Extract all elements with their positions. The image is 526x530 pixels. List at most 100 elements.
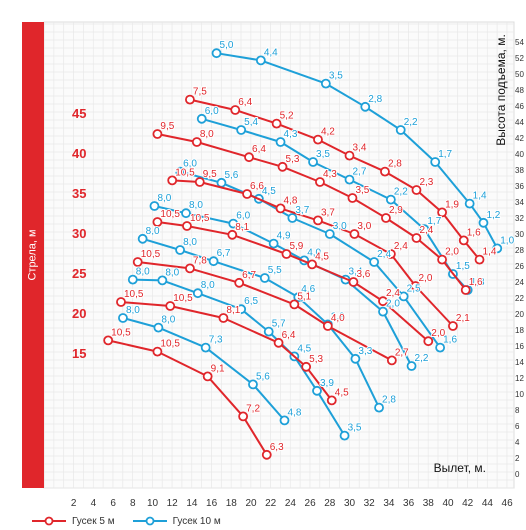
data-label: 1,7 <box>438 149 452 160</box>
data-label: 2,2 <box>415 353 429 364</box>
data-label: 10,5 <box>141 249 161 260</box>
data-label: 1,9 <box>445 199 459 210</box>
x-tick-label: 8 <box>130 498 136 509</box>
data-point <box>423 336 434 347</box>
data-point <box>185 263 195 274</box>
data-point <box>411 185 422 195</box>
data-label: 8,0 <box>157 193 171 204</box>
data-label: 6,0 <box>205 106 219 117</box>
x-tick-label: 38 <box>423 498 435 509</box>
data-point <box>460 285 471 295</box>
data-point <box>238 411 249 422</box>
data-label: 1,5 <box>456 261 470 272</box>
data-label: 3,7 <box>295 205 309 216</box>
data-label: 1,3 <box>471 277 485 288</box>
data-point <box>380 166 390 177</box>
data-point <box>307 259 317 270</box>
data-label: 9,1 <box>211 363 225 374</box>
data-point <box>271 118 282 129</box>
data-point <box>430 157 441 167</box>
boom-length-label: 15 <box>72 346 86 361</box>
series-line-boom-25 <box>142 237 380 409</box>
y-tick-label: 20 <box>515 310 524 319</box>
x-tick-label: 42 <box>462 498 474 509</box>
data-label: 3,4 <box>353 143 367 154</box>
legend-marker-jib5 <box>32 516 66 526</box>
y-tick-label: 38 <box>515 166 524 175</box>
data-point <box>326 395 337 406</box>
data-label: 1,4 <box>473 191 487 202</box>
boom-length-label: 45 <box>72 106 86 121</box>
data-label: 2,3 <box>419 177 433 188</box>
data-point <box>293 292 304 303</box>
data-point <box>227 229 238 240</box>
data-label: 7,3 <box>209 335 223 346</box>
data-label: 6,6 <box>250 181 264 192</box>
series-line-boom-20 <box>132 278 346 437</box>
data-label: 3,7 <box>321 207 335 218</box>
data-label: 6,7 <box>217 248 231 259</box>
x-tick-label: 16 <box>206 498 218 509</box>
data-label: 2,4 <box>394 241 408 252</box>
data-point <box>275 203 286 214</box>
data-point <box>287 213 298 223</box>
data-point <box>385 194 396 205</box>
y-tick-label: 46 <box>515 102 524 111</box>
data-point <box>200 342 211 353</box>
data-label: 8,0 <box>126 305 140 316</box>
legend-label-jib10: Гусек 10 м <box>172 515 221 527</box>
data-label: 6,4 <box>282 330 296 341</box>
series-line-boom-35 <box>179 170 441 349</box>
data-label: 6,4 <box>238 97 252 108</box>
series-line-boom-30 <box>157 221 429 342</box>
data-point <box>398 291 409 302</box>
y-tick-label: 4 <box>515 438 520 447</box>
data-point <box>137 233 148 244</box>
y-tick-label: 18 <box>515 326 524 335</box>
y-tick-label: 50 <box>515 70 524 79</box>
data-label: 10,5 <box>111 327 131 338</box>
data-label: 1,7 <box>427 216 441 227</box>
data-point <box>118 313 128 323</box>
data-label: 4,8 <box>284 195 298 206</box>
legend: Гусек 5 м Гусек 10 м <box>32 514 221 528</box>
data-label: 7,8 <box>193 255 207 266</box>
y-tick-label: 36 <box>515 182 524 191</box>
data-point <box>435 342 446 353</box>
data-label: 3,5 <box>316 149 330 160</box>
data-point <box>152 346 163 357</box>
data-point <box>268 238 279 249</box>
boom-length-label: 40 <box>72 146 86 161</box>
data-label: 2,7 <box>395 347 409 358</box>
data-label: 5,7 <box>272 319 286 330</box>
data-label: 4,8 <box>287 407 301 418</box>
data-point <box>153 322 164 333</box>
data-point <box>312 385 322 396</box>
legend-marker-jib10 <box>132 516 167 526</box>
x-tick-label: 10 <box>147 498 159 509</box>
data-label: 3,3 <box>358 346 372 357</box>
data-point <box>273 337 284 348</box>
data-label: 3,9 <box>320 378 334 389</box>
data-point <box>395 125 406 135</box>
data-point <box>255 55 266 66</box>
data-label: 6,7 <box>242 270 256 281</box>
data-label: 3,6 <box>356 269 370 280</box>
data-label: 2,8 <box>382 395 396 406</box>
data-point <box>406 361 417 371</box>
data-point <box>242 189 252 199</box>
x-tick-label: 40 <box>442 498 454 509</box>
y-tick-label: 0 <box>515 470 520 479</box>
x-tick-label: 28 <box>324 498 336 509</box>
data-label: 3,5 <box>355 185 369 196</box>
data-label: 4,3 <box>323 169 337 180</box>
data-point <box>194 177 205 187</box>
data-point <box>378 296 388 307</box>
data-point <box>315 177 325 187</box>
y-tick-label: 2 <box>515 454 520 463</box>
data-point <box>192 288 203 299</box>
y-tick-label: 54 <box>515 38 524 47</box>
y-tick-label: 24 <box>515 278 524 287</box>
y-tick-label: 34 <box>515 198 524 207</box>
y-tick-label: 22 <box>515 294 524 303</box>
